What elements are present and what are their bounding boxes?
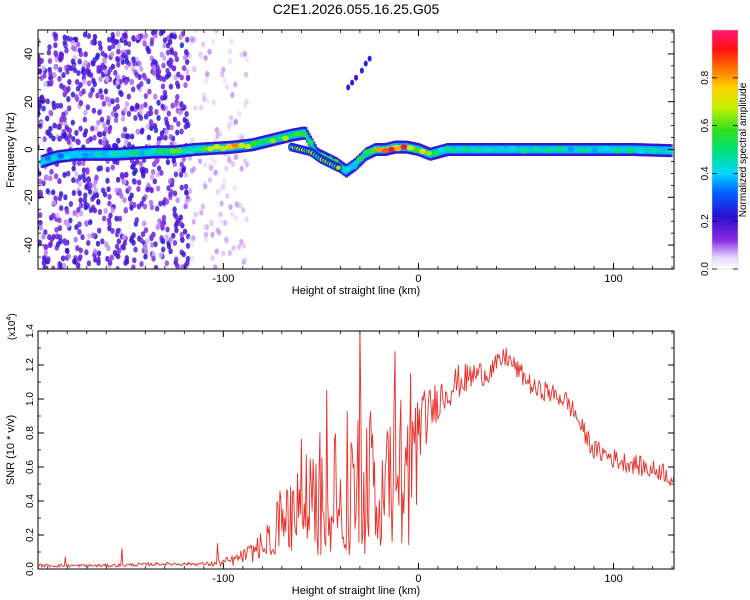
snr-panel: -100 0 100 0.0 0.2 0.4 0.6 0.8 1.0 1.2 1.4 Height… bbox=[5, 313, 675, 597]
snr-y-axis-label: SNR (10 * v/v) bbox=[5, 415, 17, 485]
snr-scale-close: ) bbox=[7, 313, 18, 316]
snr-plot-area bbox=[38, 331, 674, 569]
colorbar-label: Normalized spectral amplitude bbox=[738, 82, 749, 217]
x-tick-label: 100 bbox=[604, 273, 622, 285]
x-tick-label: 0 bbox=[415, 273, 421, 285]
spectrogram-x-axis-label: Height of straight line (km) bbox=[292, 285, 420, 297]
snr-y-ticks: 0.0 0.2 0.4 0.6 0.8 1.0 1.2 1.4 bbox=[25, 324, 674, 576]
y-tick-label: 1.4 bbox=[25, 324, 36, 338]
spectrogram-panel: -100 0 100 -40 -20 0 20 40 Height of straight … bbox=[5, 29, 675, 297]
y-tick-label: 1.2 bbox=[25, 358, 36, 372]
y-tick-label: 0.6 bbox=[25, 460, 36, 474]
y-tick-label: 0.2 bbox=[25, 528, 36, 542]
x-tick-label: 0 bbox=[415, 573, 421, 585]
snr-scale-exponent: 4 bbox=[6, 317, 13, 321]
spectrogram-y-ticks: -40 -20 0 20 40 bbox=[23, 29, 674, 270]
snr-series-line bbox=[38, 331, 674, 568]
x-tick-label: -100 bbox=[212, 573, 234, 585]
y-tick-label: 20 bbox=[23, 96, 35, 108]
colorbar-tick-label: 0.0 bbox=[700, 262, 711, 276]
y-tick-label: 40 bbox=[23, 48, 35, 60]
svg-text:(x104): (x104) bbox=[6, 313, 18, 340]
y-tick-label: -40 bbox=[23, 237, 35, 253]
spectrogram-x-ticks: -100 0 100 bbox=[47, 30, 673, 285]
y-tick-label: 0 bbox=[23, 146, 35, 152]
y-tick-label: 0.4 bbox=[25, 494, 36, 508]
spectrogram-y-axis-label: Frequency (Hz) bbox=[5, 112, 17, 188]
colorbar-frame bbox=[711, 29, 739, 270]
colorbar-tick-label: 0.4 bbox=[700, 166, 711, 180]
snr-x-axis-label: Height of straight line (km) bbox=[292, 585, 420, 597]
x-tick-label: -100 bbox=[212, 273, 234, 285]
colorbar-tick-label: 0.2 bbox=[700, 214, 711, 228]
y-tick-label: 1.0 bbox=[25, 392, 36, 406]
frequency-ridge bbox=[38, 55, 673, 178]
snr-x-ticks: -100 0 100 bbox=[47, 331, 673, 585]
y-tick-label: -20 bbox=[23, 189, 35, 205]
colorbar: 0.0 0.2 0.4 0.6 0.8 Normalized spectral ampl… bbox=[700, 29, 749, 276]
spectrogram-data bbox=[38, 30, 673, 269]
figure-title: C2E1.2026.055.16.25.G05 bbox=[273, 1, 440, 17]
colorbar-tick-label: 0.8 bbox=[700, 70, 711, 84]
colorbar-ticks: 0.0 0.2 0.4 0.6 0.8 bbox=[700, 70, 738, 276]
x-tick-label: 100 bbox=[604, 573, 622, 585]
colorbar-gradient bbox=[712, 30, 738, 269]
snr-scale-label: (x104) bbox=[6, 313, 18, 340]
snr-scale-prefix: (x10 bbox=[7, 320, 18, 340]
y-tick-label: 0.8 bbox=[25, 426, 36, 440]
noise-scatter bbox=[38, 30, 250, 269]
colorbar-tick-label: 0.6 bbox=[700, 118, 711, 132]
y-tick-label: 0.0 bbox=[25, 562, 36, 576]
